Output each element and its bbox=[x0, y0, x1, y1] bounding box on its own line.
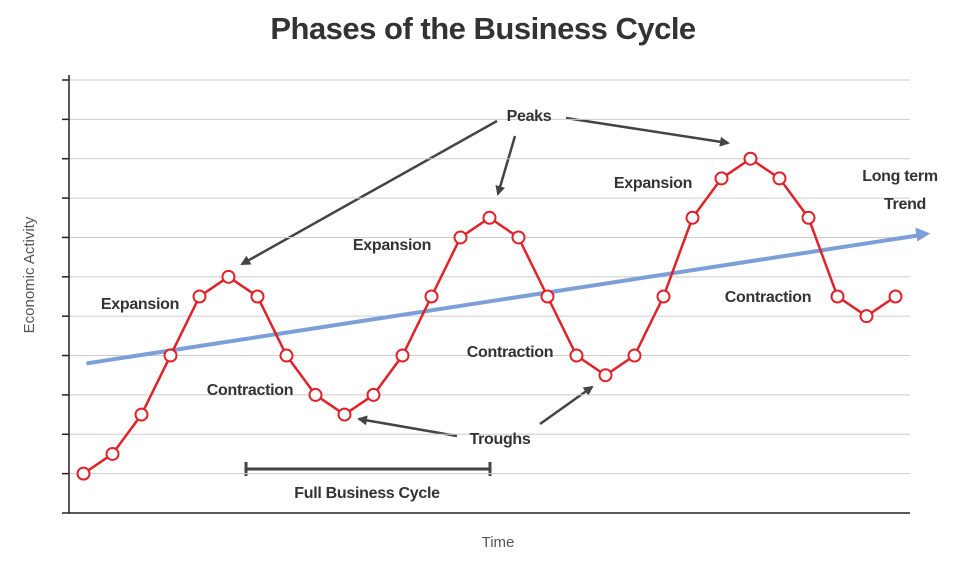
arrow bbox=[565, 116, 730, 147]
point bbox=[656, 289, 671, 304]
point bbox=[192, 289, 207, 304]
arrow bbox=[240, 119, 498, 266]
point bbox=[569, 348, 584, 363]
arrow bbox=[357, 415, 458, 438]
point bbox=[743, 151, 758, 166]
point bbox=[511, 230, 526, 245]
point bbox=[888, 289, 903, 304]
point bbox=[76, 466, 91, 481]
point bbox=[366, 387, 381, 402]
point bbox=[134, 407, 149, 422]
trend-label: Trend bbox=[884, 196, 926, 213]
point bbox=[221, 269, 236, 284]
point bbox=[453, 230, 468, 245]
point bbox=[482, 210, 497, 225]
annotation: Expansion bbox=[614, 175, 692, 192]
point bbox=[772, 171, 787, 186]
point bbox=[859, 309, 874, 324]
point bbox=[395, 348, 410, 363]
annotation: Full Business Cycle bbox=[294, 485, 440, 502]
annotation: Expansion bbox=[353, 237, 431, 254]
x-axis-label: Time bbox=[482, 534, 515, 551]
point bbox=[540, 289, 555, 304]
point bbox=[279, 348, 294, 363]
arrows bbox=[240, 116, 730, 438]
chart-title: Phases of the Business Cycle bbox=[270, 11, 696, 46]
annotation: Expansion bbox=[101, 296, 179, 313]
annotation: Contraction bbox=[467, 344, 553, 361]
trend-arrowhead bbox=[915, 227, 931, 242]
trend-label: Long term bbox=[862, 168, 938, 185]
annotation: Contraction bbox=[725, 289, 811, 306]
point bbox=[801, 210, 816, 225]
point bbox=[163, 348, 178, 363]
point bbox=[337, 407, 352, 422]
point bbox=[714, 171, 729, 186]
point bbox=[105, 446, 120, 461]
annotation: Contraction bbox=[207, 382, 293, 399]
annotation: Troughs bbox=[469, 431, 530, 448]
arrow bbox=[539, 385, 594, 426]
point bbox=[598, 368, 613, 383]
trend-line bbox=[86, 233, 921, 366]
annotation: Peaks bbox=[507, 108, 552, 125]
point bbox=[424, 289, 439, 304]
point bbox=[830, 289, 845, 304]
arrow bbox=[495, 135, 517, 196]
point bbox=[685, 210, 700, 225]
point bbox=[308, 387, 323, 402]
point bbox=[250, 289, 265, 304]
y-axis-label: Economic Activity bbox=[21, 216, 38, 333]
point bbox=[627, 348, 642, 363]
